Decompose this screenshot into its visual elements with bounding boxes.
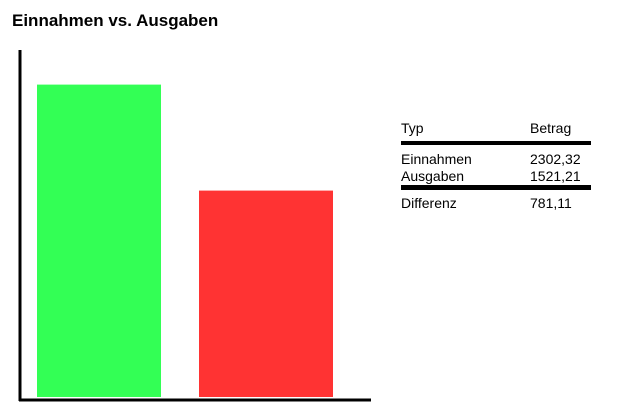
summary-header-amount: Betrag: [530, 120, 572, 136]
summary-total-rule: [401, 185, 591, 190]
summary-table: Typ Betrag Einnahmen 2302,32 Ausgaben 15…: [401, 120, 591, 212]
summary-row-income: Einnahmen 2302,32: [401, 151, 591, 168]
summary-header-row: Typ Betrag: [401, 120, 591, 141]
summary-header-rule: [401, 141, 591, 145]
bar-chart: [18, 50, 371, 402]
summary-total-amount: 781,11: [530, 195, 572, 211]
summary-row-type: Ausgaben: [401, 168, 465, 184]
summary-total-label: Differenz: [401, 195, 457, 211]
summary-row-amount: 2302,32: [530, 151, 581, 167]
summary-header-type: Typ: [401, 120, 424, 136]
bar-ausgaben: [199, 190, 333, 397]
summary-row-expenses: Ausgaben 1521,21: [401, 168, 591, 185]
summary-row-amount: 1521,21: [530, 168, 581, 184]
summary-row-type: Einnahmen: [401, 151, 472, 167]
summary-total-row: Differenz 781,11: [401, 195, 591, 212]
chart-title: Einnahmen vs. Ausgaben: [12, 11, 219, 30]
bars-layer: [37, 84, 333, 397]
bar-einnahmen: [37, 84, 161, 397]
